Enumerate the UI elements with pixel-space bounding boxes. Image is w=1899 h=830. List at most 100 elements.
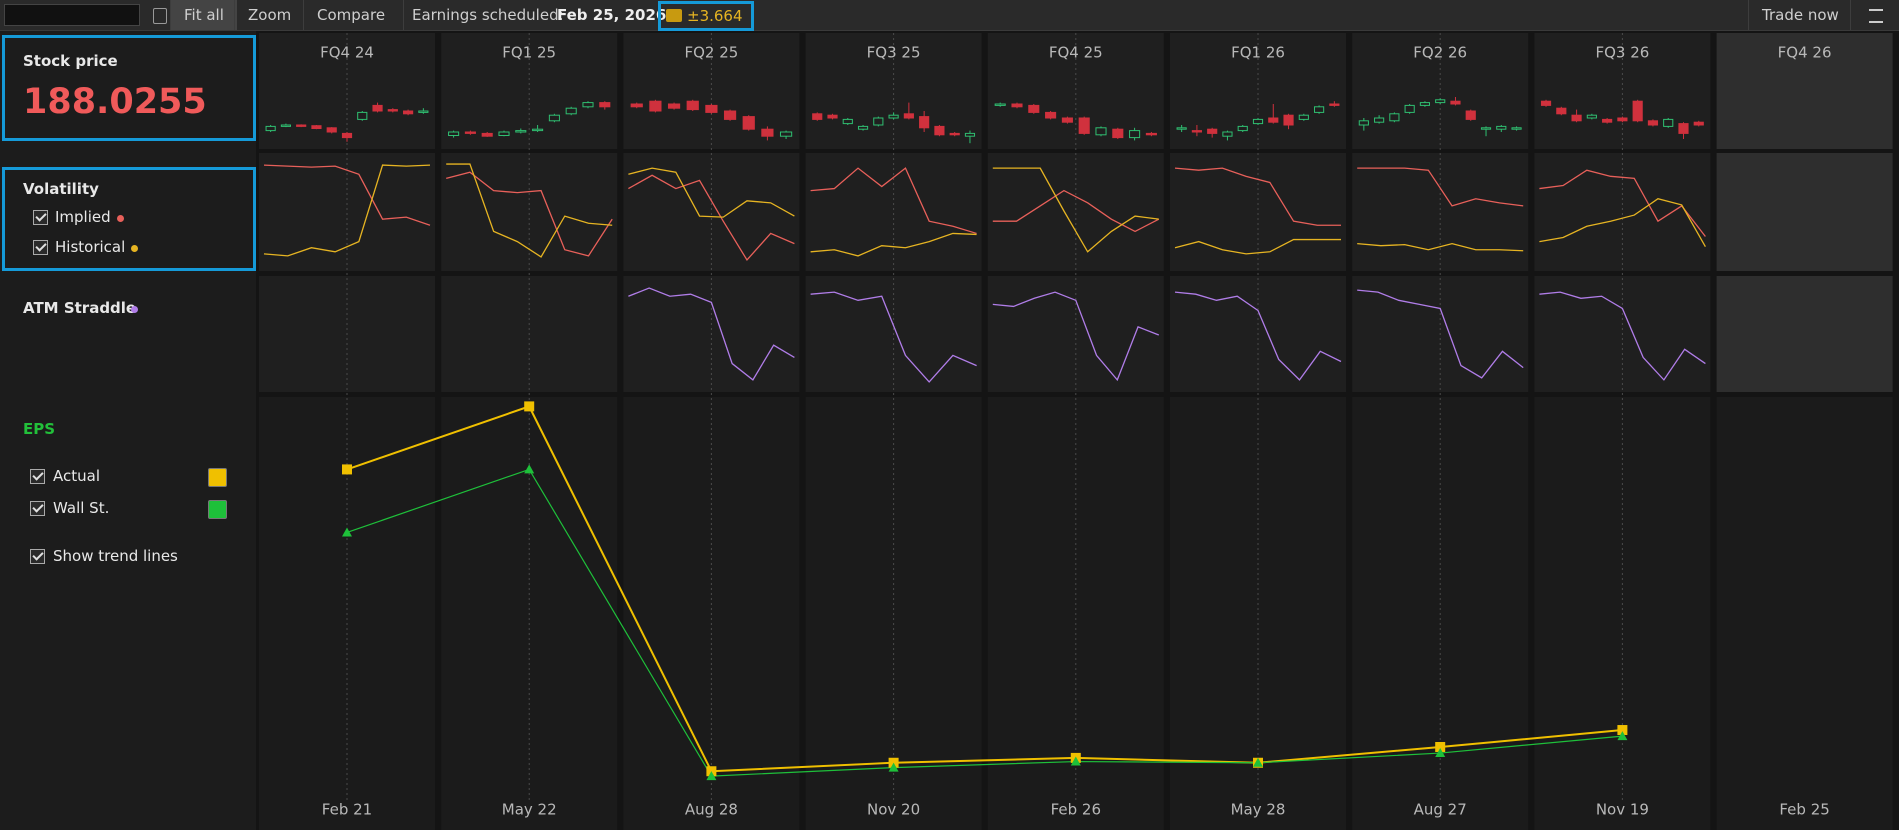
candle-body <box>1283 114 1294 126</box>
historical-checkbox[interactable] <box>33 240 48 255</box>
expected-move: ±3.664 <box>687 7 743 25</box>
candle-body <box>686 100 699 111</box>
historical-line <box>263 164 431 257</box>
candle-body <box>1298 114 1309 120</box>
eps-marker <box>1435 748 1446 758</box>
candle-body <box>311 125 322 129</box>
candle-body <box>1450 100 1461 105</box>
candle-body <box>1693 121 1704 126</box>
candle-body <box>1222 131 1233 137</box>
panel <box>1716 276 1893 392</box>
candle-body <box>280 124 291 127</box>
candle-body <box>667 103 681 109</box>
eps-marker <box>1435 742 1446 752</box>
candle-body <box>1011 103 1023 108</box>
historical-line <box>446 163 613 258</box>
candle-body <box>515 130 527 133</box>
volatility-title: Volatility <box>23 180 99 198</box>
candle-body <box>532 128 544 132</box>
candle-body <box>649 100 662 112</box>
historical-label: Historical <box>55 238 126 256</box>
candle-body <box>403 110 414 115</box>
panel <box>1170 153 1346 271</box>
zoom-button[interactable]: Zoom <box>234 0 304 30</box>
candle-body <box>372 104 383 112</box>
candle-body <box>903 113 914 119</box>
straddle-line <box>1357 289 1524 379</box>
candle-body <box>1465 110 1476 120</box>
panel <box>1352 153 1529 271</box>
panel <box>259 153 435 271</box>
actual-swatch[interactable] <box>208 468 227 487</box>
quarter-label: FQ3 26 <box>1595 44 1649 62</box>
date-label: Feb 25 <box>1779 801 1829 819</box>
wallst-checkbox[interactable] <box>30 501 45 516</box>
candle-body <box>1678 123 1689 134</box>
candle-body <box>418 110 429 113</box>
candle-body <box>873 117 884 126</box>
candle-body <box>994 103 1006 106</box>
implied-checkbox[interactable] <box>33 210 48 225</box>
stock-price-value: 188.0255 <box>23 82 207 122</box>
historical-line <box>810 232 977 257</box>
eps-line <box>346 405 1623 773</box>
candle-body <box>599 102 611 108</box>
symbol-box[interactable] <box>4 4 140 26</box>
quarter-label: FQ2 25 <box>684 44 738 62</box>
implied-line <box>1357 167 1524 207</box>
candle-body <box>827 114 838 119</box>
candle-body <box>1329 103 1340 106</box>
quarter-label: FQ4 25 <box>1049 44 1103 62</box>
candle-body <box>582 102 594 108</box>
candle-body <box>1511 127 1522 130</box>
eps-marker <box>342 527 352 537</box>
menu-button[interactable] <box>1850 0 1899 30</box>
candle-body <box>1480 127 1492 130</box>
wallst-swatch[interactable] <box>208 500 227 519</box>
candle-body <box>1389 113 1400 122</box>
implied-label: Implied <box>55 208 111 226</box>
link-icon[interactable] <box>153 8 167 24</box>
candle-body <box>919 116 930 129</box>
historical-line <box>1357 242 1524 252</box>
candle-body <box>1176 127 1187 130</box>
candle-body <box>1268 117 1279 123</box>
straddle-line <box>992 291 1160 382</box>
compare-button[interactable]: Compare <box>303 0 398 30</box>
trade-now-button[interactable]: Trade now <box>1748 0 1853 30</box>
candle-body <box>1191 130 1202 133</box>
historical-line <box>1539 198 1706 248</box>
candle-body <box>464 131 476 134</box>
candle-body <box>296 124 307 127</box>
implied-line <box>1174 167 1341 226</box>
trend-checkbox[interactable] <box>30 549 45 564</box>
implied-line <box>810 167 977 235</box>
fit-all-button[interactable]: Fit all <box>170 0 237 30</box>
implied-dot <box>117 215 124 222</box>
actual-checkbox[interactable] <box>30 469 45 484</box>
quarter-label: FQ4 26 <box>1778 44 1832 62</box>
candle-body <box>341 132 353 139</box>
candle-body <box>1602 118 1613 123</box>
candle-body <box>565 107 577 115</box>
candle-body <box>1207 128 1218 134</box>
panel <box>1716 153 1893 271</box>
historical-line <box>992 167 1159 253</box>
left-panel: Stock price 188.0255 Volatility Implied … <box>0 31 256 830</box>
candle-body <box>1045 111 1057 119</box>
candle-body <box>1404 104 1415 113</box>
earnings-date: Feb 25, 2026 <box>557 6 667 24</box>
implied-line <box>628 174 795 262</box>
candle-body <box>1112 128 1124 139</box>
panel <box>623 153 800 271</box>
candle-body <box>1617 117 1628 122</box>
straddle-line <box>1174 291 1342 381</box>
panel <box>1716 33 1893 149</box>
panel <box>1534 153 1711 271</box>
expected-move-box[interactable]: ±3.664 <box>658 1 754 31</box>
candle-body <box>1556 107 1567 115</box>
quarter-label: FQ1 26 <box>1231 44 1285 62</box>
straddle-line <box>628 287 795 381</box>
